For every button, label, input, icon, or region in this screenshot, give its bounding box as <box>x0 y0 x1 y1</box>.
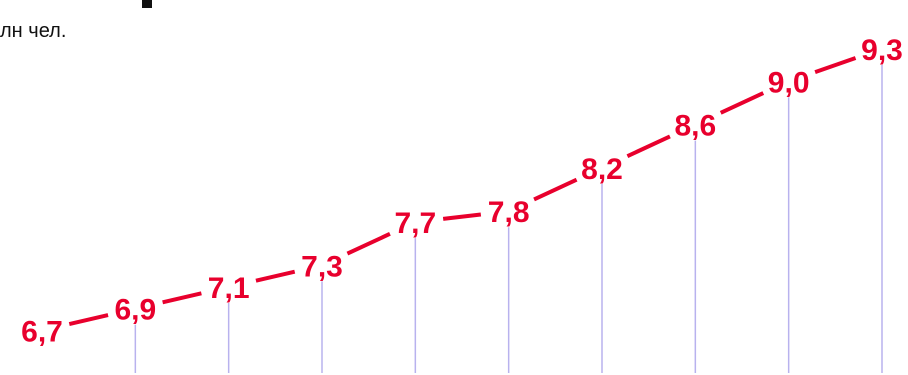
series-line-segment <box>814 56 857 74</box>
drop-lines <box>134 64 883 373</box>
series-line-group <box>68 56 857 326</box>
data-label: 7,8 <box>488 196 530 229</box>
data-label: 8,2 <box>581 153 623 186</box>
data-label: 6,7 <box>21 315 63 348</box>
data-labels: 6,7 6,9 7,1 7,3 7,7 7,8 8,2 8,6 9,0 9,3 <box>21 34 903 349</box>
unit-label: лн чел. <box>0 20 67 42</box>
data-label: 9,0 <box>768 66 810 99</box>
series-line-segment <box>626 134 671 158</box>
data-label: 8,6 <box>674 110 716 143</box>
series-line-segment <box>533 177 578 202</box>
data-label: 7,3 <box>301 250 343 283</box>
series-line-segment <box>255 269 296 283</box>
series-line-segment <box>162 291 202 305</box>
series-line-segment <box>719 91 765 115</box>
data-label: 7,7 <box>394 207 436 240</box>
data-label: 9,3 <box>861 34 903 67</box>
series-line-segment <box>346 232 391 256</box>
title-fragment <box>142 0 152 8</box>
data-label: 7,1 <box>208 272 250 305</box>
series-line-segment <box>68 313 109 326</box>
series-line-segment <box>442 212 482 221</box>
data-label: 6,9 <box>114 294 156 327</box>
